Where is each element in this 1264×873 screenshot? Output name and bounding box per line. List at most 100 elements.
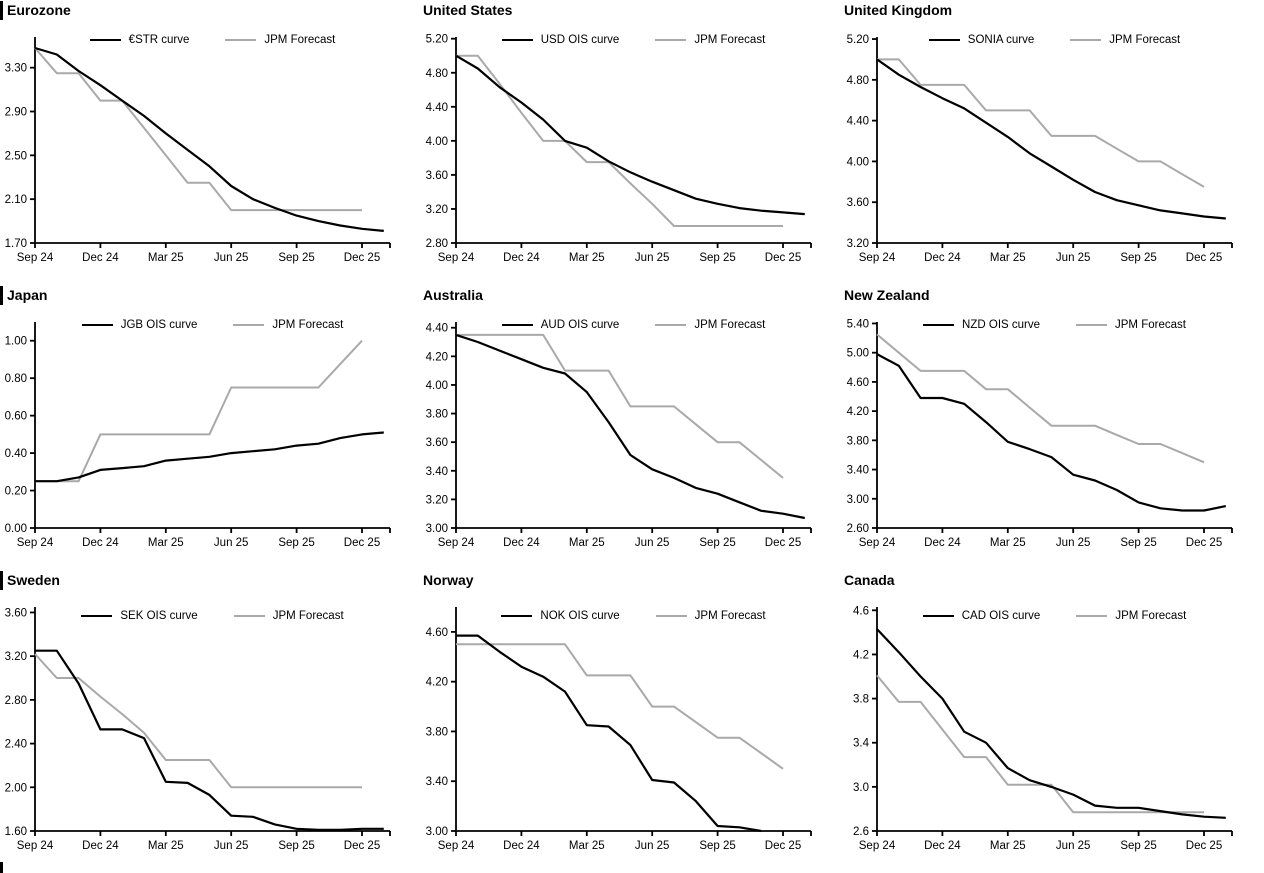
chart-title: Australia [423, 287, 483, 303]
svg-text:1.60: 1.60 [5, 826, 27, 838]
svg-text:Sep 24: Sep 24 [17, 840, 54, 852]
svg-text:Mar 25: Mar 25 [569, 840, 605, 852]
svg-text:4.00: 4.00 [426, 380, 448, 392]
svg-text:Sep 25: Sep 25 [1120, 537, 1156, 549]
plot-area: 1.60 2.00 2.40 2.80 3.20 3.60 Sep 24 Dec 24 Mar … [5, 607, 391, 852]
svg-text:Dec 25: Dec 25 [765, 840, 801, 852]
svg-text:Mar 25: Mar 25 [990, 840, 1026, 852]
svg-text:Sep 25: Sep 25 [278, 537, 314, 549]
svg-text:Sep 24: Sep 24 [17, 252, 54, 264]
svg-text:3.60: 3.60 [426, 170, 448, 182]
chart-title: United States [423, 2, 513, 18]
chart-panel-sweden: Sweden SEK OIS curve JPM Forecast 1.60 2.… [0, 570, 421, 873]
svg-text:3.80: 3.80 [426, 726, 448, 738]
plot-area: 3.20 3.60 4.00 4.40 4.80 5.20 Sep 24 Dec 24 Mar … [847, 34, 1233, 264]
svg-text:Dec 25: Dec 25 [344, 252, 380, 264]
svg-text:2.90: 2.90 [5, 107, 27, 119]
svg-text:3.00: 3.00 [847, 494, 869, 506]
svg-text:3.30: 3.30 [5, 63, 27, 75]
svg-text:Sep 25: Sep 25 [278, 840, 314, 852]
svg-text:Dec 24: Dec 24 [924, 537, 961, 549]
svg-text:3.40: 3.40 [847, 465, 869, 477]
svg-text:3.00: 3.00 [426, 523, 448, 535]
svg-text:3.20: 3.20 [426, 204, 448, 216]
svg-text:Sep 24: Sep 24 [17, 537, 54, 549]
svg-text:3.80: 3.80 [426, 409, 448, 421]
chart-header: Australia [421, 285, 842, 305]
chart-header: New Zealand [842, 285, 1264, 305]
chart-panel-united-kingdom: United Kingdom SONIA curve JPM Forecast … [842, 0, 1264, 285]
svg-text:2.40: 2.40 [5, 739, 27, 751]
svg-text:Dec 25: Dec 25 [765, 252, 801, 264]
svg-text:Dec 24: Dec 24 [924, 840, 961, 852]
chart-title: New Zealand [844, 287, 930, 303]
chart-title: Canada [844, 572, 895, 588]
chart-panel-norway: Norway NOK OIS curve JPM Forecast 3.00 3.… [421, 570, 842, 873]
svg-text:Mar 25: Mar 25 [990, 537, 1026, 549]
plot-area: 2.80 3.20 3.60 4.00 4.40 4.80 5.20 Sep 24 Dec 24… [426, 34, 812, 264]
svg-text:Dec 25: Dec 25 [344, 537, 380, 549]
svg-text:5.20: 5.20 [426, 34, 448, 46]
svg-text:Dec 25: Dec 25 [1186, 840, 1222, 852]
svg-text:Sep 25: Sep 25 [699, 840, 735, 852]
svg-text:Mar 25: Mar 25 [990, 252, 1026, 264]
svg-text:2.80: 2.80 [426, 238, 448, 250]
chart-header: Eurozone [0, 0, 421, 20]
svg-text:3.20: 3.20 [426, 494, 448, 506]
svg-text:3.60: 3.60 [847, 197, 869, 209]
svg-text:4.20: 4.20 [426, 677, 448, 689]
svg-text:3.8: 3.8 [853, 694, 869, 706]
svg-text:4.00: 4.00 [847, 156, 869, 168]
svg-text:Dec 25: Dec 25 [1186, 537, 1222, 549]
chart-title: Sweden [7, 572, 60, 588]
svg-text:Jun 25: Jun 25 [214, 252, 249, 264]
svg-text:Mar 25: Mar 25 [148, 537, 184, 549]
svg-text:Sep 24: Sep 24 [859, 252, 896, 264]
svg-text:Dec 24: Dec 24 [924, 252, 961, 264]
svg-text:Mar 25: Mar 25 [569, 537, 605, 549]
chart-header: Japan [0, 285, 421, 305]
chart-header: Sweden [0, 570, 421, 590]
svg-text:2.50: 2.50 [5, 150, 27, 162]
svg-text:3.80: 3.80 [847, 435, 869, 447]
svg-text:Sep 25: Sep 25 [699, 252, 735, 264]
chart-header: Norway [421, 570, 842, 590]
svg-text:Sep 25: Sep 25 [1120, 840, 1156, 852]
svg-text:Jun 25: Jun 25 [635, 840, 670, 852]
svg-text:2.80: 2.80 [5, 695, 27, 707]
chart-header: United States [421, 0, 842, 20]
svg-text:Sep 24: Sep 24 [859, 537, 896, 549]
svg-text:0.00: 0.00 [5, 523, 27, 535]
chart-title: Eurozone [7, 2, 71, 18]
svg-text:Dec 25: Dec 25 [344, 840, 380, 852]
svg-text:Dec 25: Dec 25 [1186, 252, 1222, 264]
chart-panel-australia: Australia AUD OIS curve JPM Forecast 3.0… [421, 285, 842, 570]
svg-text:Dec 24: Dec 24 [503, 537, 540, 549]
svg-text:5.00: 5.00 [847, 348, 869, 360]
svg-text:Sep 24: Sep 24 [438, 537, 475, 549]
svg-text:3.40: 3.40 [426, 466, 448, 478]
svg-text:Sep 24: Sep 24 [438, 840, 475, 852]
svg-text:Jun 25: Jun 25 [1056, 252, 1091, 264]
plot-area: 1.70 2.10 2.50 2.90 3.30 Sep 24 Dec 24 Mar 25 Ju… [5, 37, 391, 264]
chart-header: Canada [842, 570, 1264, 590]
svg-text:Jun 25: Jun 25 [1056, 537, 1091, 549]
svg-text:4.20: 4.20 [847, 406, 869, 418]
plot-area: 0.00 0.20 0.40 0.60 0.80 1.00 Sep 24 Dec 24 Mar … [5, 322, 391, 549]
chart-panel-canada: Canada CAD OIS curve JPM Forecast 2.6 3.0… [842, 570, 1264, 873]
svg-text:Sep 25: Sep 25 [699, 537, 735, 549]
svg-text:Jun 25: Jun 25 [1056, 840, 1091, 852]
svg-text:0.60: 0.60 [5, 411, 27, 423]
svg-text:Jun 25: Jun 25 [635, 252, 670, 264]
svg-text:Dec 24: Dec 24 [82, 252, 119, 264]
plot-area: 2.60 3.00 3.40 3.80 4.20 4.60 5.00 5.40 Sep 24 De… [847, 318, 1233, 549]
svg-text:3.20: 3.20 [5, 651, 27, 663]
svg-text:2.10: 2.10 [5, 194, 27, 206]
svg-text:4.20: 4.20 [426, 351, 448, 363]
svg-text:4.60: 4.60 [426, 627, 448, 639]
chart-title: Norway [423, 572, 474, 588]
svg-text:Dec 24: Dec 24 [503, 840, 540, 852]
svg-text:3.40: 3.40 [426, 776, 448, 788]
svg-text:3.4: 3.4 [853, 738, 870, 750]
